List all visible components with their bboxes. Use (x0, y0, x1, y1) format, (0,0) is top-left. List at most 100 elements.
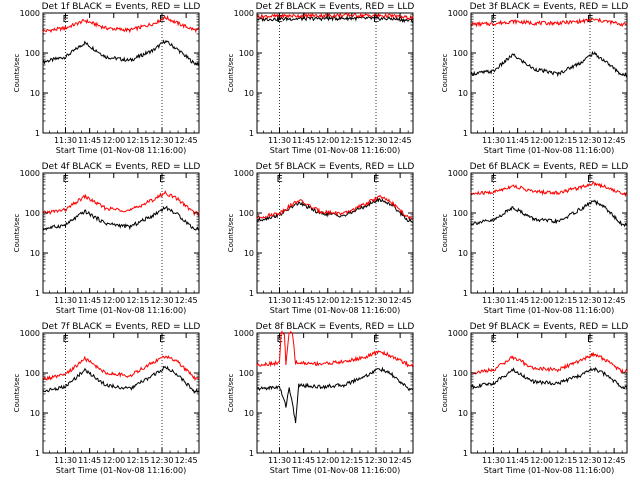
y-tick-label: 1000 (20, 169, 40, 178)
y-tick-label: 1000 (234, 329, 254, 338)
plot-frame (42, 172, 200, 294)
y-tick-label: 10 (458, 89, 468, 98)
panel-2: Det 2f BLACK = Events, RED = LLD E E 1 10 100… (227, 2, 414, 155)
series-line-events (256, 14, 414, 24)
corner-label: E (159, 174, 165, 185)
x-tick-label: 11:30 (54, 456, 77, 465)
series-line-lld (256, 194, 414, 221)
x-tick-label: 11:30 (268, 296, 291, 305)
x-tick-label: 11:30 (268, 136, 291, 145)
x-axis-label: Start Time (01-Nov-08 11:16:00) (56, 466, 186, 475)
series-line-lld (42, 354, 200, 382)
corner-label: E (491, 174, 497, 185)
plot-frame (470, 12, 628, 134)
y-axis-label: Counts/sec (441, 54, 449, 93)
y-tick-label: 100 (453, 49, 468, 58)
x-tick-label: 12:15 (554, 296, 577, 305)
panel-title: Det 7f BLACK = Events, RED = LLD (42, 322, 201, 332)
corner-label: E (587, 14, 593, 25)
y-tick-label: 1 (249, 289, 254, 298)
x-axis-label: Start Time (01-Nov-08 11:16:00) (270, 466, 400, 475)
y-tick-label: 1000 (448, 169, 468, 178)
series-line-events (470, 366, 628, 390)
x-tick-label: 12:30 (150, 136, 173, 145)
x-tick-label: 12:30 (364, 296, 387, 305)
series-line-events (470, 199, 628, 228)
plot-frame (256, 12, 414, 134)
x-tick-label: 11:30 (54, 136, 77, 145)
x-tick-label: 12:00 (316, 136, 339, 145)
corner-label: E (63, 174, 69, 185)
x-tick-label: 12:45 (175, 456, 198, 465)
x-tick-label: 11:30 (482, 136, 505, 145)
x-tick-label: 12:45 (603, 296, 626, 305)
x-tick-label: 12:30 (150, 456, 173, 465)
series-line-lld (42, 189, 200, 217)
series-line-events (42, 365, 200, 394)
y-tick-label: 1000 (234, 9, 254, 18)
corner-label: E (63, 334, 69, 345)
plot-frame (470, 172, 628, 294)
corner-label: E (373, 174, 379, 185)
y-tick-label: 1 (35, 129, 40, 138)
x-tick-label: 12:15 (340, 456, 363, 465)
x-tick-label: 12:45 (389, 296, 412, 305)
y-axis-label: Counts/sec (13, 54, 21, 93)
y-tick-label: 10 (244, 409, 254, 418)
corner-label: E (587, 174, 593, 185)
x-tick-label: 12:15 (554, 136, 577, 145)
x-tick-label: 12:00 (530, 296, 553, 305)
corner-label: E (277, 174, 283, 185)
x-tick-label: 12:30 (578, 136, 601, 145)
x-tick-label: 12:30 (150, 296, 173, 305)
x-axis-label: Start Time (01-Nov-08 11:16:00) (484, 306, 614, 315)
x-tick-label: 12:00 (530, 136, 553, 145)
plot-frame (256, 332, 414, 454)
y-tick-label: 100 (453, 369, 468, 378)
corner-label: E (63, 14, 69, 25)
series-line-lld (471, 17, 628, 28)
y-tick-label: 10 (244, 89, 254, 98)
series-line-events (470, 50, 628, 78)
y-tick-label: 10 (458, 409, 468, 418)
panel-title: Det 6f BLACK = Events, RED = LLD (470, 162, 629, 172)
panel-title: Det 1f BLACK = Events, RED = LLD (42, 2, 201, 12)
x-axis-label: Start Time (01-Nov-08 11:16:00) (270, 146, 400, 155)
x-axis-label: Start Time (01-Nov-08 11:16:00) (56, 306, 186, 315)
panel-title: Det 5f BLACK = Events, RED = LLD (256, 162, 415, 172)
x-tick-label: 11:45 (292, 296, 315, 305)
panel-title: Det 9f BLACK = Events, RED = LLD (470, 322, 629, 332)
y-tick-label: 1 (463, 289, 468, 298)
x-tick-label: 12:45 (389, 456, 412, 465)
series-line-lld (470, 180, 628, 198)
x-tick-label: 11:45 (78, 296, 101, 305)
series-line-lld (256, 12, 414, 21)
x-tick-label: 11:45 (292, 136, 315, 145)
series-line-events (256, 196, 414, 223)
y-tick-label: 100 (25, 209, 40, 218)
plot-frame (42, 332, 200, 454)
y-tick-label: 1000 (20, 9, 40, 18)
y-tick-label: 1000 (20, 329, 40, 338)
panel-title: Det 4f BLACK = Events, RED = LLD (42, 162, 201, 172)
panel-5: Det 5f BLACK = Events, RED = LLD E E 1 10 100… (227, 162, 414, 315)
y-tick-label: 10 (30, 249, 40, 258)
x-tick-label: 12:15 (126, 296, 149, 305)
x-tick-label: 12:15 (126, 456, 149, 465)
y-tick-label: 1 (463, 449, 468, 458)
series-line-events (256, 366, 414, 424)
plot-frame (42, 12, 200, 134)
y-tick-label: 100 (25, 369, 40, 378)
x-axis-label: Start Time (01-Nov-08 11:16:00) (56, 146, 186, 155)
corner-label: E (373, 14, 379, 25)
x-tick-label: 11:45 (506, 136, 529, 145)
plot-frame (470, 332, 628, 454)
corner-label: E (587, 334, 593, 345)
x-axis-label: Start Time (01-Nov-08 11:16:00) (484, 466, 614, 475)
plot-frame (256, 172, 414, 294)
y-axis-label: Counts/sec (227, 54, 235, 93)
y-axis-label: Counts/sec (13, 214, 21, 253)
x-tick-label: 12:00 (102, 296, 125, 305)
x-tick-label: 12:45 (389, 136, 412, 145)
